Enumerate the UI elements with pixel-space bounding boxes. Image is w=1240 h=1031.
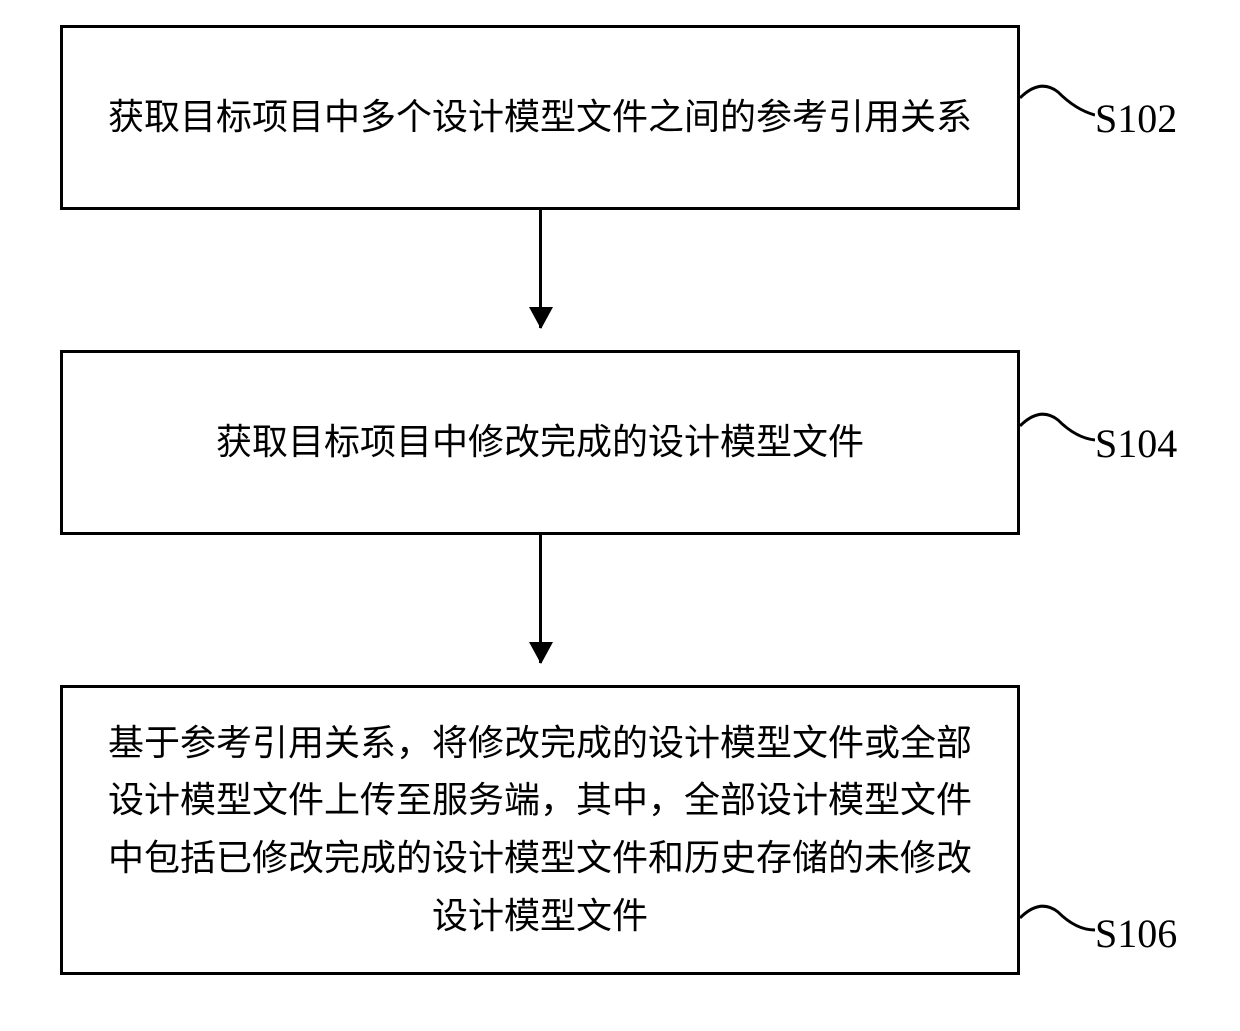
connector-curve-2 <box>1020 388 1095 478</box>
flowchart-box-3: 基于参考引用关系，将修改完成的设计模型文件或全部设计模型文件上传至服务端，其中，… <box>60 685 1020 975</box>
box-3-text: 基于参考引用关系，将修改完成的设计模型文件或全部设计模型文件上传至服务端，其中，… <box>93 715 987 945</box>
step-label-1: S102 <box>1095 95 1177 142</box>
flowchart-box-2: 获取目标项目中修改完成的设计模型文件 <box>60 350 1020 535</box>
connector-curve-1 <box>1020 60 1095 150</box>
arrow-2 <box>539 535 542 663</box>
step-label-3: S106 <box>1095 910 1177 957</box>
connector-curve-3 <box>1020 880 1095 970</box>
box-1-text: 获取目标项目中多个设计模型文件之间的参考引用关系 <box>108 89 972 147</box>
step-label-2: S104 <box>1095 420 1177 467</box>
arrow-1 <box>539 210 542 328</box>
box-2-text: 获取目标项目中修改完成的设计模型文件 <box>216 414 864 472</box>
flowchart-box-1: 获取目标项目中多个设计模型文件之间的参考引用关系 <box>60 25 1020 210</box>
